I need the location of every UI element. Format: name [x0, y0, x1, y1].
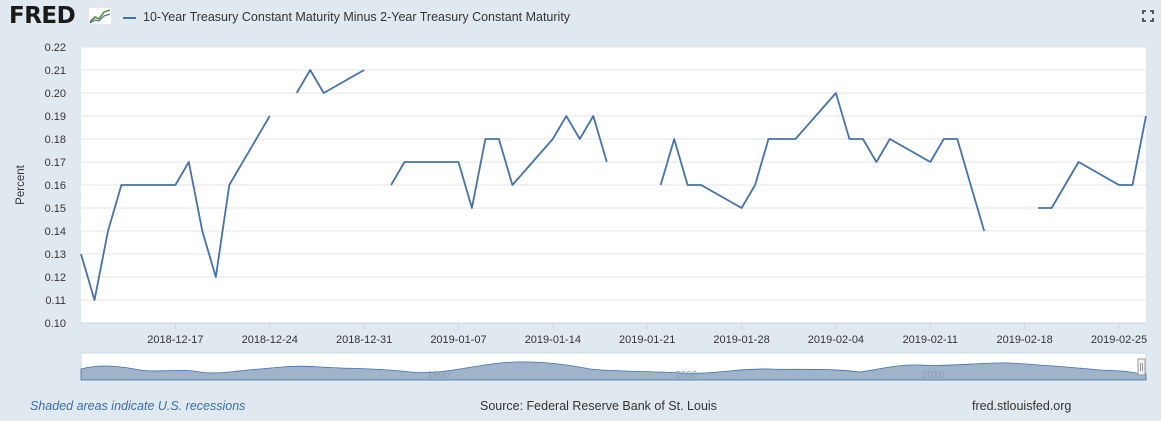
- y-tick-label: 0.16: [45, 180, 66, 192]
- chart: 0.10 0.11 0.12 0.13 0.14 0.15 0.16 0.17 0.18 0.19…: [15, 42, 1147, 381]
- y-tick-label: 0.10: [45, 318, 66, 330]
- x-tick-label: 2019-01-14: [525, 334, 581, 346]
- navigator-handle[interactable]: [1137, 358, 1146, 376]
- navigator[interactable]: 1990 2000 2010: [80, 352, 1147, 381]
- x-tick-label: 2019-02-18: [997, 334, 1053, 346]
- fullscreen-icon[interactable]: [1142, 10, 1154, 22]
- fred-sparkline-icon: [88, 7, 112, 25]
- navigator-area: [80, 361, 1147, 381]
- y-tick-label: 0.12: [45, 272, 66, 284]
- navigator-year-label: 1990: [427, 370, 450, 381]
- series-line-segment: [659, 92, 986, 232]
- series-title: 10-Year Treasury Constant Maturity Minus…: [143, 10, 571, 24]
- recession-note[interactable]: Shaded areas indicate U.S. recessions: [30, 399, 246, 413]
- legend-line-swatch: [123, 17, 136, 19]
- y-tick-label: 0.19: [45, 111, 66, 123]
- y-tick-label: 0.14: [45, 226, 66, 238]
- y-tick-label: 0.20: [45, 88, 66, 100]
- x-tick-label: 2019-01-28: [713, 334, 769, 346]
- y-tick-label: 0.22: [45, 42, 66, 54]
- x-tick-label: 2019-02-04: [808, 334, 864, 346]
- navigator-year-label: 2010: [922, 370, 945, 381]
- y-tick-label: 0.21: [45, 65, 66, 77]
- y-tick-label: 0.15: [45, 203, 66, 215]
- x-axis-ticks: 2018-12-17 2018-12-24 2018-12-31 2019-01-07…: [81, 322, 1147, 346]
- y-tick-label: 0.17: [45, 157, 66, 169]
- fred-logo[interactable]: FRED: [9, 3, 76, 29]
- y-tick-label: 0.18: [45, 134, 66, 146]
- source-text: Source: Federal Reserve Bank of St. Loui…: [480, 399, 717, 413]
- y-tick-label: 0.13: [45, 249, 66, 261]
- x-tick-label: 2019-02-11: [903, 334, 958, 346]
- x-tick-label: 2018-12-24: [242, 334, 298, 346]
- x-tick-label: 2018-12-31: [336, 334, 392, 346]
- series-line-segment: [1038, 115, 1147, 209]
- x-tick-label: 2018-12-17: [147, 334, 203, 346]
- x-tick-label: 2019-01-07: [430, 334, 486, 346]
- site-link[interactable]: fred.stlouisfed.org: [972, 399, 1072, 413]
- series-lines: [80, 69, 1147, 301]
- navigator-year-label: 2000: [675, 370, 698, 381]
- x-tick-label: 2019-01-21: [619, 334, 675, 346]
- series-line-segment: [390, 115, 608, 209]
- series-line-segment: [295, 69, 365, 94]
- y-tick-label: 0.11: [45, 295, 66, 307]
- x-tick-label: 2019-02-25: [1091, 334, 1147, 346]
- chart-header: FRED 10-Year Treasury Constant Maturity …: [0, 0, 1161, 36]
- series-line-segment: [80, 115, 271, 301]
- y-axis-title: Percent: [15, 164, 27, 204]
- y-axis-ticks: 0.10 0.11 0.12 0.13 0.14 0.15 0.16 0.17 0.18 0.19…: [45, 42, 66, 330]
